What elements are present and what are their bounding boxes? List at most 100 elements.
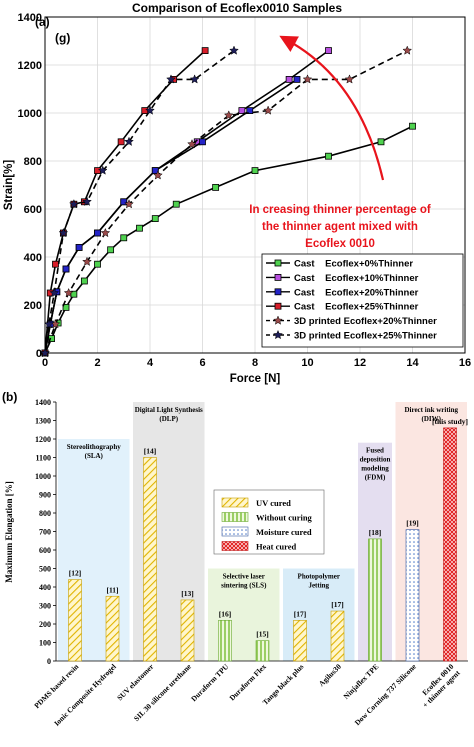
bar-value-label: [17] [294, 609, 307, 618]
data-point-star-marker [40, 347, 50, 358]
bar-value-label: [14] [144, 447, 157, 456]
data-point-marker [80, 277, 88, 285]
process-region-label: (FDM) [365, 474, 386, 482]
chart-b-y-tick-label: 900 [39, 491, 51, 500]
chart-a-y-axis-label: Strain[%] [3, 160, 15, 211]
category-label: SUV elastomer [115, 662, 156, 703]
process-region-label: Fused [366, 447, 384, 455]
data-point-star-marker [263, 105, 274, 115]
bar-9 [405, 529, 420, 662]
chart-a-title: Comparison of Ecoflex0010 Samples [132, 1, 342, 15]
data-point-marker [409, 122, 416, 130]
data-point-star-marker [44, 319, 54, 329]
data-point-marker [377, 138, 385, 146]
data-point-marker [120, 234, 128, 242]
chart-b-y-tick-label: 500 [39, 565, 51, 574]
data-point-marker [246, 107, 254, 114]
data-point-marker [285, 76, 293, 83]
data-point-marker [151, 167, 159, 175]
chart-a-y-tick-label: 1000 [18, 108, 42, 120]
data-point-marker [52, 260, 59, 268]
category-label: Ecoflex 0010+ thinner agent [414, 662, 462, 710]
chart-a-y-ticks: 0 200 400 600 800 1000 1200 1400 [18, 12, 42, 360]
data-point-star-marker [223, 110, 234, 120]
data-point-star-marker [187, 139, 197, 149]
process-region-label: Stereolithography [67, 443, 121, 451]
bar-value-label: [19] [406, 519, 419, 528]
chart-b-legend-label-1: Without curing [256, 513, 313, 523]
chart-a-x-ticks: 0 2 4 6 8 10 12 14 16 [42, 357, 471, 369]
data-point-marker [75, 243, 83, 251]
chart-a-x-tick-label: 2 [94, 357, 100, 369]
data-point-marker [212, 183, 220, 191]
bar-8 [368, 538, 382, 662]
data-point-star-marker [100, 227, 111, 238]
data-point-marker [238, 107, 246, 114]
bar-value-label: [11] [106, 585, 118, 594]
chart-b-legend-swatch-3 [221, 541, 249, 551]
data-point-star-marker [229, 45, 239, 55]
bar-10 [443, 427, 457, 662]
chart-b-y-tick-label: 1300 [35, 417, 51, 426]
legend-marker-5 [273, 329, 283, 340]
chart-a-legend: Cast Ecoflex+0%Thinner Cast Ecoflex+10%Th… [261, 253, 464, 348]
data-point-star-marker [82, 256, 92, 266]
chart-b-y-tick-label: 100 [39, 639, 51, 648]
bar-value-label: [18] [369, 528, 382, 537]
chart-a-y-tick-label: 200 [24, 300, 42, 312]
chart-b-y-axis-label: Maximum Elongation [%] [4, 481, 14, 583]
panel-a-label: (a) [35, 15, 50, 29]
chart-b-y-tick-label: 600 [39, 546, 51, 555]
chart-a-x-tick-label: 0 [42, 357, 48, 369]
annotation-line-1: In creasing thinner percentage of [249, 204, 431, 216]
data-point-marker [94, 229, 101, 237]
chart-a-y-tick-label: 1400 [18, 12, 42, 24]
process-region-label: sintering (SLS) [221, 582, 267, 590]
panel-a: (a) Comparison of Ecoflex0010 Samples 0 2… [3, 1, 471, 385]
bar-value-label: [12] [69, 569, 82, 578]
chart-a-x-tick-label: 6 [199, 357, 205, 369]
legend-label-4: 3D printed Ecoflex+20%Thinner [294, 316, 437, 327]
chart-b-y-tick-label: 700 [39, 528, 51, 537]
chart-b-legend-label-0: UV cured [256, 498, 291, 508]
category-label: Duraform TPU [189, 662, 231, 704]
chart-a-y-tick-label: 400 [24, 252, 42, 264]
legend-marker-2 [274, 288, 282, 296]
chart-b-y-tick-label: 1200 [35, 435, 51, 444]
bar-3 [180, 599, 195, 662]
process-region-label: deposition [360, 456, 391, 464]
chart-b-bars: [12] [11] [14] [13] [16] [15] [17] [17] [18] [19]… [68, 417, 468, 662]
data-point-marker [293, 76, 301, 83]
data-point-marker [172, 200, 180, 208]
legend-label-2: Cast Ecoflex+20%Thinner [294, 287, 419, 298]
data-point-star-marker [302, 74, 313, 84]
bar-7 [330, 610, 345, 662]
chart-b-legend: UV cured Without curing Moisture cured Heat… [213, 489, 325, 555]
legend-label-1: Cast Ecoflex+10%Thinner [294, 273, 419, 284]
chart-a-x-axis-label: Force [N] [230, 373, 281, 385]
bar-value-label: [17] [331, 600, 344, 609]
bar-value-label: [13] [181, 589, 194, 598]
data-point-marker [117, 138, 125, 146]
process-region-label: (DLP) [159, 415, 178, 423]
data-point-star-marker [97, 165, 108, 175]
bar-value-label: [16] [219, 609, 232, 618]
data-point-marker [199, 138, 206, 146]
legend-marker-1 [274, 273, 282, 281]
chart-b-y-tick-label: 800 [39, 509, 51, 518]
panel-b-label: (b) [2, 390, 17, 404]
chart-a-y-tick-label: 1200 [18, 60, 42, 72]
chart-a-series [40, 45, 416, 358]
data-point-star-marker [189, 74, 200, 84]
data-point-marker [62, 303, 70, 311]
bar-5 [255, 640, 270, 662]
data-point-marker [107, 246, 115, 254]
chart-b-legend-swatch-1 [221, 512, 249, 522]
data-point-marker [94, 260, 101, 268]
chart-b-legend-label-2: Moisture cured [256, 527, 312, 537]
chart-a-x-tick-label: 4 [147, 357, 154, 369]
bar-0 [68, 579, 82, 662]
process-region-label: Photopolymer [298, 573, 340, 581]
chart-a-x-tick-label: 10 [301, 357, 313, 369]
